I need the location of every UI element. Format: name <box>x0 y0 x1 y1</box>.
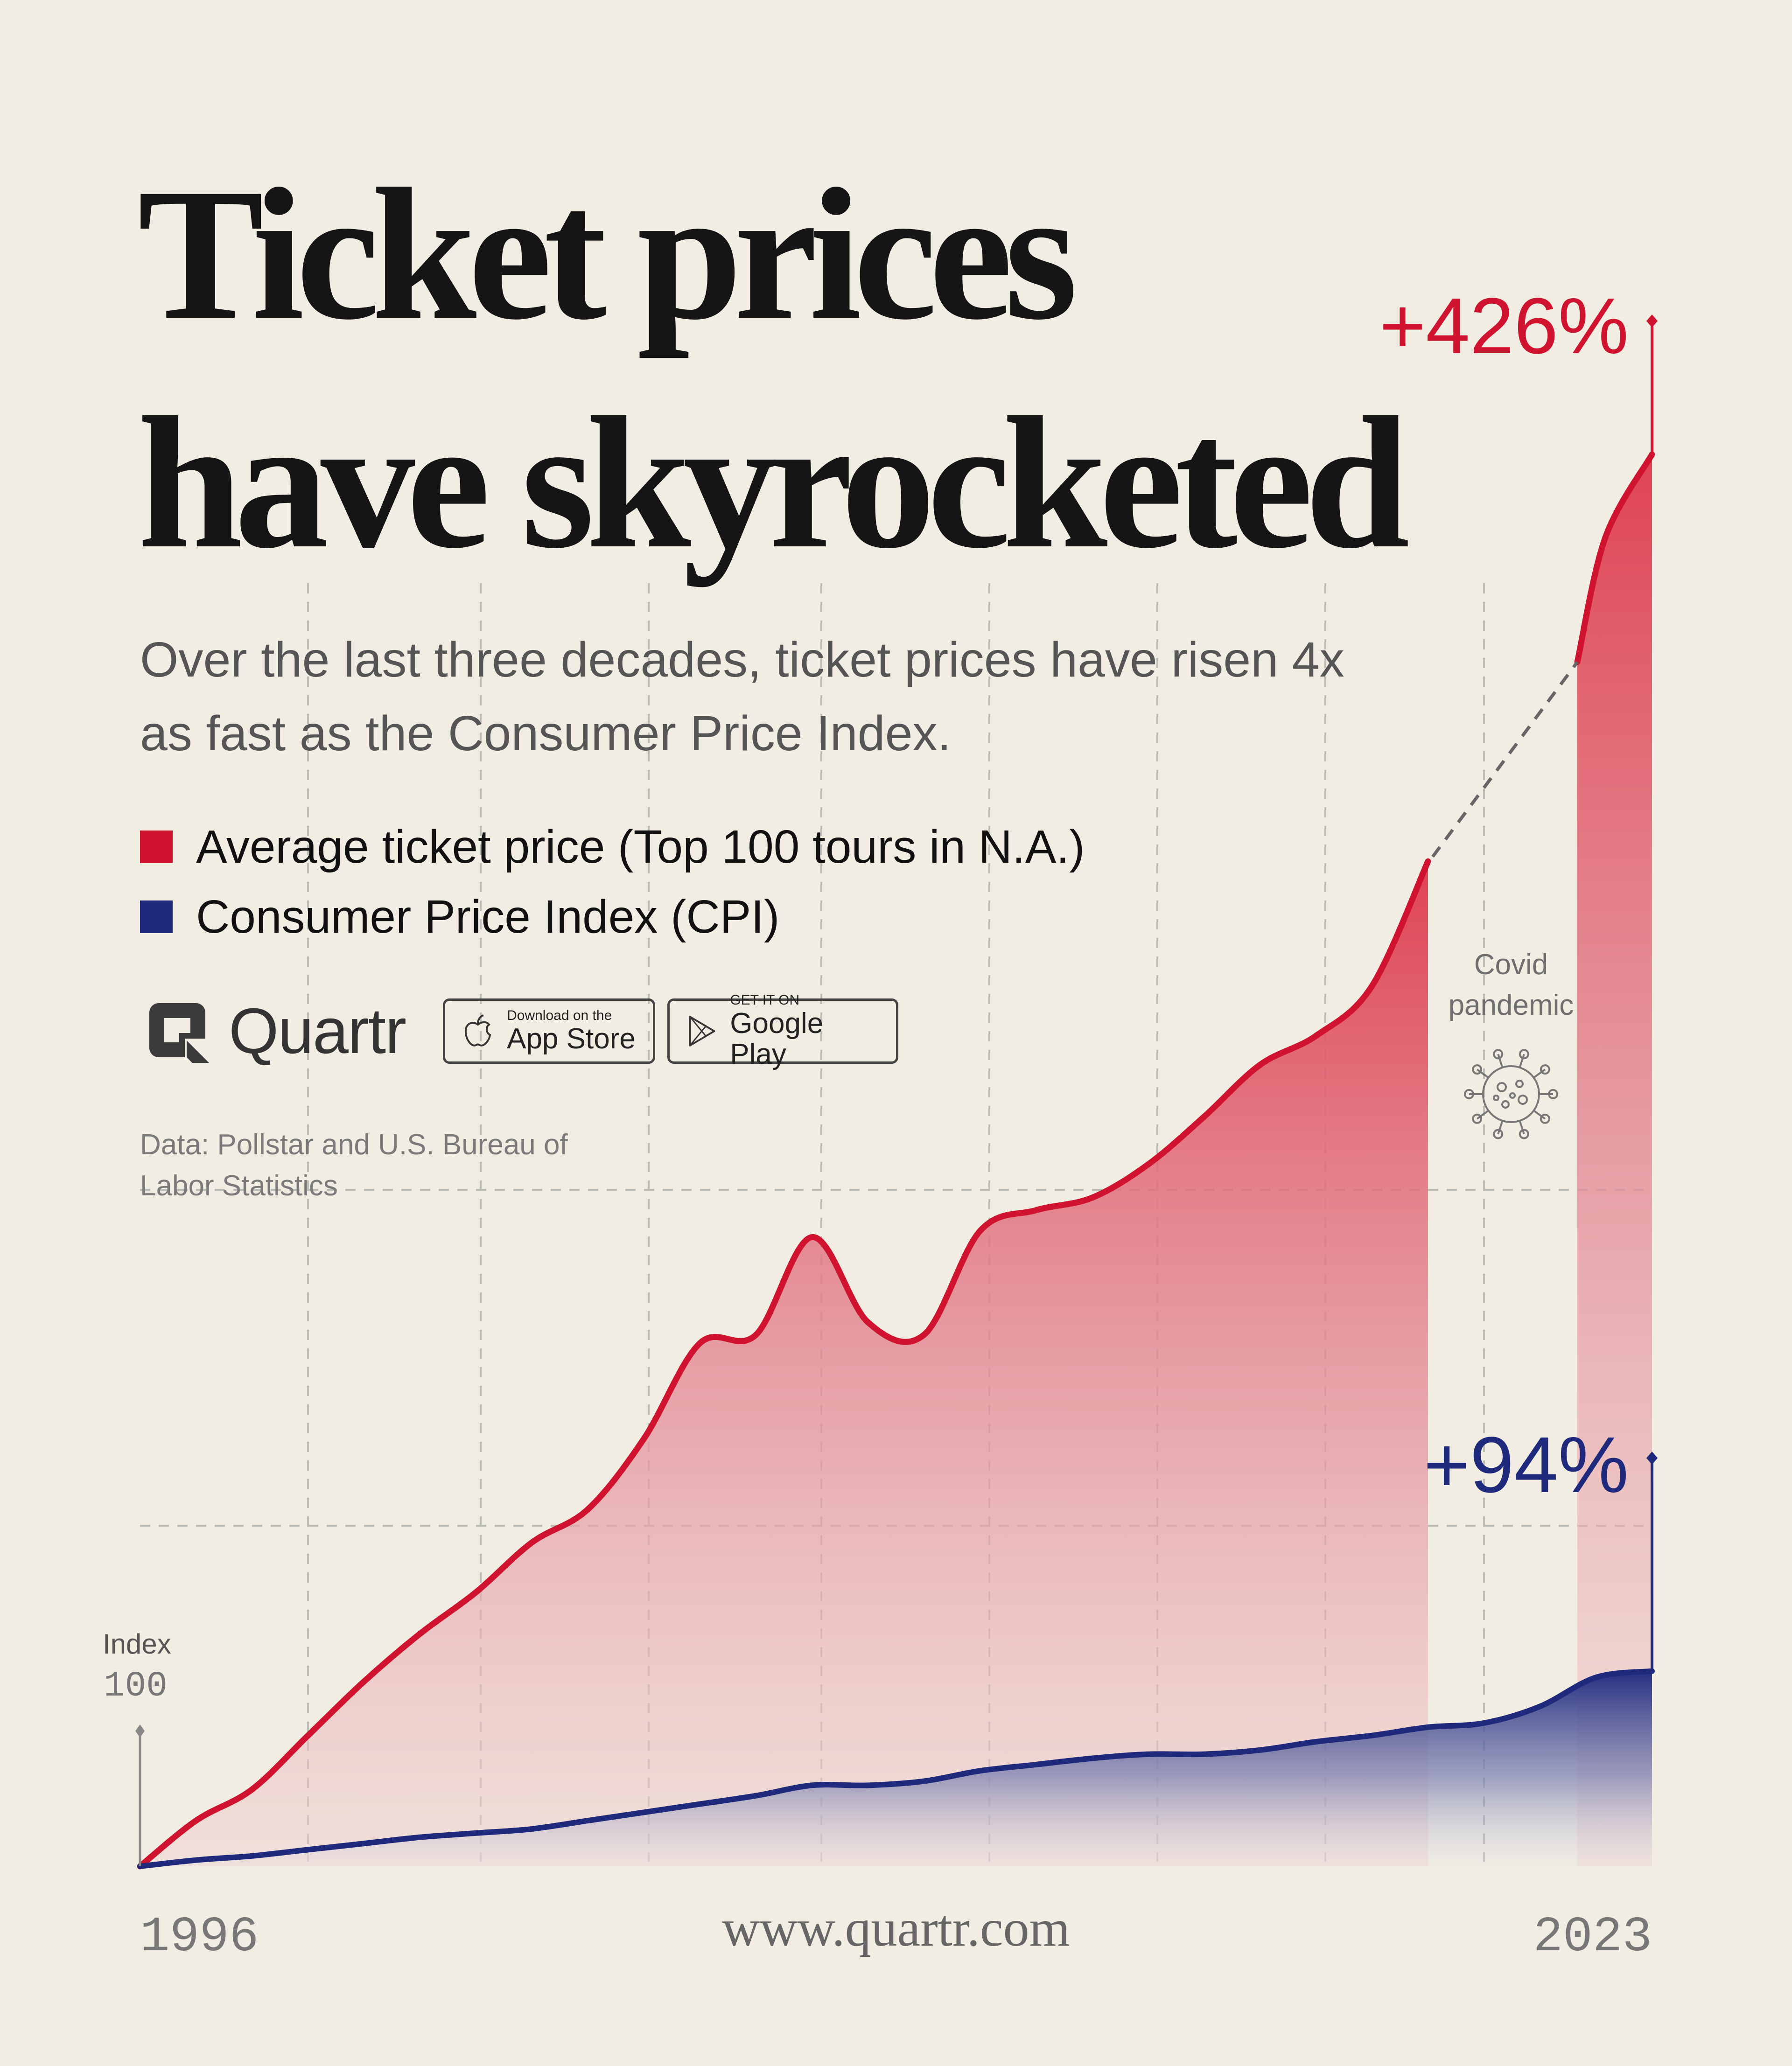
title-line-1: Ticket prices <box>138 149 1078 359</box>
legend: Average ticket price (Top 100 tours in N… <box>140 812 1085 952</box>
y-axis-title: Index <box>103 1628 171 1660</box>
virus-spike-knob <box>1493 1049 1504 1060</box>
app-store-text: Download on the App Store <box>507 1008 636 1054</box>
virus-spike-knob <box>1464 1089 1474 1099</box>
ticket-line-post-covid <box>1574 451 1655 665</box>
virus-icon <box>1464 1049 1558 1139</box>
legend-label-ticket: Average ticket price (Top 100 tours in N… <box>196 820 1085 873</box>
brand-name: Quartr <box>229 995 406 1067</box>
play-icon <box>689 1016 715 1047</box>
quartr-logo-icon <box>149 1003 209 1063</box>
virus-spike <box>1497 1054 1504 1068</box>
y-axis-tip <box>135 1724 145 1738</box>
cpi-line <box>137 1668 1655 1869</box>
data-source: Data: Pollstar and U.S. Bureau of Labor … <box>140 1129 568 1202</box>
virus-spike <box>1477 1068 1489 1079</box>
cpi-end-marker-tip <box>1646 1452 1658 1465</box>
virus-spike-knob <box>1540 1113 1550 1124</box>
legend-swatch-ticket <box>140 831 173 863</box>
x-tick-label-end: 2023 <box>1533 1909 1652 1965</box>
app-store-button[interactable]: Download on the App Store <box>443 998 656 1064</box>
x-tick-label-start: 1996 <box>140 1909 259 1965</box>
y-axis-value: 100 <box>104 1666 168 1706</box>
apple-icon <box>465 1014 491 1047</box>
ticket-line <box>137 858 1431 1870</box>
virus-spike <box>1519 1054 1525 1068</box>
virus-spike <box>1497 1120 1504 1135</box>
google-play-label: Google Play <box>730 1007 824 1070</box>
virus-spike-knob <box>1519 1129 1529 1139</box>
covid-annotation-line2: pandemic <box>1449 989 1574 1021</box>
legend-swatch-cpi <box>140 900 173 933</box>
cpi-end-label: +94% <box>1423 1421 1629 1509</box>
covid-gap-connector <box>1431 661 1579 858</box>
virus-spike <box>1533 1110 1546 1120</box>
virus-spike-knob <box>1472 1113 1483 1124</box>
page-title: Ticket prices have skyrocketed <box>138 140 1410 597</box>
ticket-area-post-covid <box>1577 454 1652 1866</box>
virus-spike-knob <box>1472 1064 1483 1075</box>
ticket-end-label: +426% <box>1379 282 1629 370</box>
virus-spike <box>1477 1110 1489 1120</box>
subtitle: Over the last three decades, ticket pric… <box>140 632 1344 761</box>
chart-series <box>137 451 1655 1870</box>
chart-marks: +426% +94% Index 100 1996 2023 www.quartr.com <box>103 282 1658 1965</box>
legend-item-ticket: Average ticket price (Top 100 tours in N… <box>140 812 1085 882</box>
ticket-area <box>140 861 1428 1866</box>
cpi-area <box>140 1671 1652 1866</box>
title-line-2: have skyrocketed <box>138 378 1410 587</box>
virus-spike-knob <box>1548 1089 1558 1099</box>
virus-spike <box>1533 1068 1546 1079</box>
virus-spike-knob <box>1540 1064 1550 1075</box>
google-play-button[interactable]: GET IT ON Google Play <box>667 992 899 1070</box>
app-store-small-label: Download on the <box>507 1008 612 1023</box>
footer-url: www.quartr.com <box>722 1899 1070 1957</box>
google-play-text: GET IT ON Google Play <box>730 992 882 1070</box>
legend-item-cpi: Consumer Price Index (CPI) <box>140 882 1085 952</box>
legend-label-cpi: Consumer Price Index (CPI) <box>196 890 780 943</box>
app-store-label: App Store <box>507 1023 636 1055</box>
ticket-end-marker-tip <box>1646 314 1658 328</box>
virus-spike <box>1519 1120 1525 1135</box>
virus-spike-knob <box>1519 1049 1529 1060</box>
brand-row: Quartr Download on the App Store GET IT … <box>140 992 910 1070</box>
google-play-small-label: GET IT ON <box>730 992 800 1008</box>
virus-spike-knob <box>1493 1129 1504 1139</box>
covid-annotation-line1: Covid <box>1474 949 1548 981</box>
